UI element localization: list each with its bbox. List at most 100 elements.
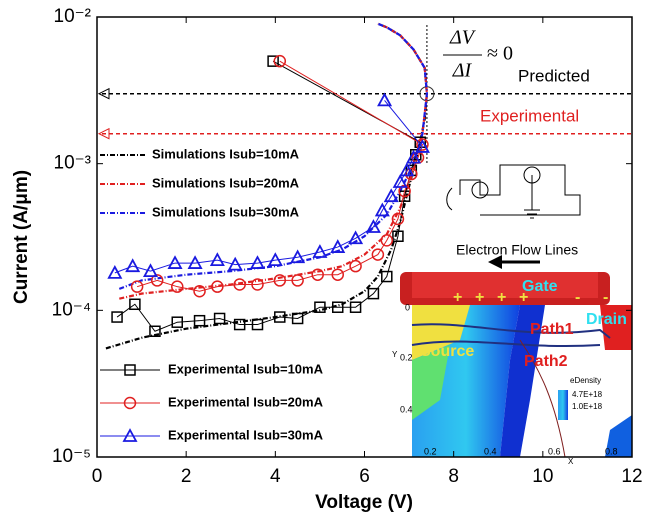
x-tick-label: 4 — [270, 466, 281, 487]
inset-region — [500, 305, 545, 457]
marker — [149, 325, 161, 338]
inset-labels: Electron Flow Lines Gate Drain Source Pa… — [392, 242, 627, 466]
marker — [414, 136, 426, 148]
y-tick-label: 10⁻⁴ — [52, 299, 91, 320]
marker — [312, 244, 328, 258]
inset-tick: 0.2 — [400, 352, 413, 362]
marker — [125, 258, 141, 273]
inset — [398, 255, 632, 458]
inset-text: 4.7E+18 — [572, 390, 603, 399]
marker — [130, 280, 144, 293]
inset-tick: 0 — [405, 302, 410, 312]
circuit-arc — [446, 187, 453, 211]
legend-marker — [123, 396, 137, 410]
inset-tick: 0.2 — [424, 446, 437, 456]
simulation-line — [118, 22, 429, 290]
annotation: Experimental — [480, 106, 579, 125]
marker — [251, 318, 264, 331]
marker — [187, 255, 203, 269]
legend-label: Experimental Isub=30mA — [168, 427, 324, 442]
marker — [349, 301, 362, 313]
inset-region — [412, 305, 470, 360]
inset-text: - — [575, 289, 580, 306]
marker — [213, 312, 226, 325]
gate-bar — [412, 272, 598, 298]
x-tick-label: 0 — [92, 466, 103, 487]
inset-text: Source — [420, 343, 474, 360]
marker — [365, 219, 381, 233]
marker — [332, 301, 344, 313]
marker — [380, 234, 394, 247]
marker — [233, 278, 246, 291]
formula-numerator: ΔV — [449, 27, 477, 49]
marker — [111, 311, 123, 323]
marker — [405, 167, 418, 181]
marker — [209, 252, 225, 267]
marker — [267, 252, 283, 267]
marker — [383, 188, 399, 203]
inset-text: Electron Flow Lines — [456, 242, 578, 258]
flow-line — [411, 340, 601, 348]
marker — [129, 298, 141, 311]
marker — [414, 139, 430, 153]
formula: ΔV ΔI ≈ 0 — [443, 27, 513, 82]
x-tick-label: 2 — [181, 466, 192, 487]
legend-label: Simulations Isub=20mA — [152, 175, 300, 190]
formula-relation: ≈ 0 — [487, 43, 513, 65]
y-tick-label: 10⁻³ — [54, 153, 92, 174]
circuit-wire — [459, 164, 581, 216]
legend-marker — [124, 364, 136, 376]
inset-tick: 0.6 — [548, 446, 561, 456]
marker — [367, 287, 380, 300]
marker — [233, 318, 246, 331]
inset-tick: 0.8 — [605, 446, 618, 456]
inset-text: + — [453, 289, 462, 306]
marker — [273, 274, 287, 287]
inset-text: + — [519, 289, 528, 306]
x-axis-title: Voltage (V) — [315, 492, 413, 513]
marker — [410, 149, 422, 161]
inset-text: Path1 — [530, 321, 574, 338]
circuit-ground — [524, 175, 540, 219]
inset-text: - — [603, 289, 608, 306]
flow-line — [411, 323, 611, 339]
marker — [349, 259, 362, 273]
flow-line — [519, 339, 566, 458]
inset-region — [605, 415, 632, 457]
marker — [314, 301, 326, 313]
marker — [416, 138, 429, 151]
marker — [348, 230, 364, 245]
x-tick-label: 8 — [448, 466, 459, 487]
marker — [377, 92, 393, 107]
y-tick-label: 10⁻² — [54, 6, 92, 27]
inset-text: 1.0E+18 — [572, 402, 603, 411]
marker — [291, 312, 304, 325]
marker — [193, 284, 206, 298]
inset-colorbar — [558, 390, 568, 420]
x-tick-label: 6 — [359, 466, 370, 487]
marker — [273, 54, 287, 68]
marker — [249, 255, 266, 269]
reference-arrow — [97, 87, 110, 100]
marker — [211, 280, 224, 293]
arrow-head — [488, 255, 502, 269]
inset-region — [412, 345, 450, 420]
inset-tick: 0.4 — [400, 404, 413, 414]
marker — [311, 268, 324, 281]
marker — [142, 263, 159, 278]
experimental-line — [136, 60, 424, 292]
inset-tick: 0.4 — [484, 446, 497, 456]
marker — [392, 174, 408, 188]
marker — [274, 311, 286, 323]
marker — [227, 256, 243, 271]
inset-text: eDensity — [570, 376, 601, 385]
marker — [267, 55, 279, 67]
marker — [290, 249, 306, 264]
y-tick-label: 10⁻⁵ — [52, 446, 91, 467]
circuit — [446, 164, 581, 219]
marker — [374, 202, 390, 217]
marker — [171, 280, 184, 293]
inset-text: + — [475, 289, 484, 306]
legend-label: Simulations Isub=30mA — [152, 204, 300, 219]
